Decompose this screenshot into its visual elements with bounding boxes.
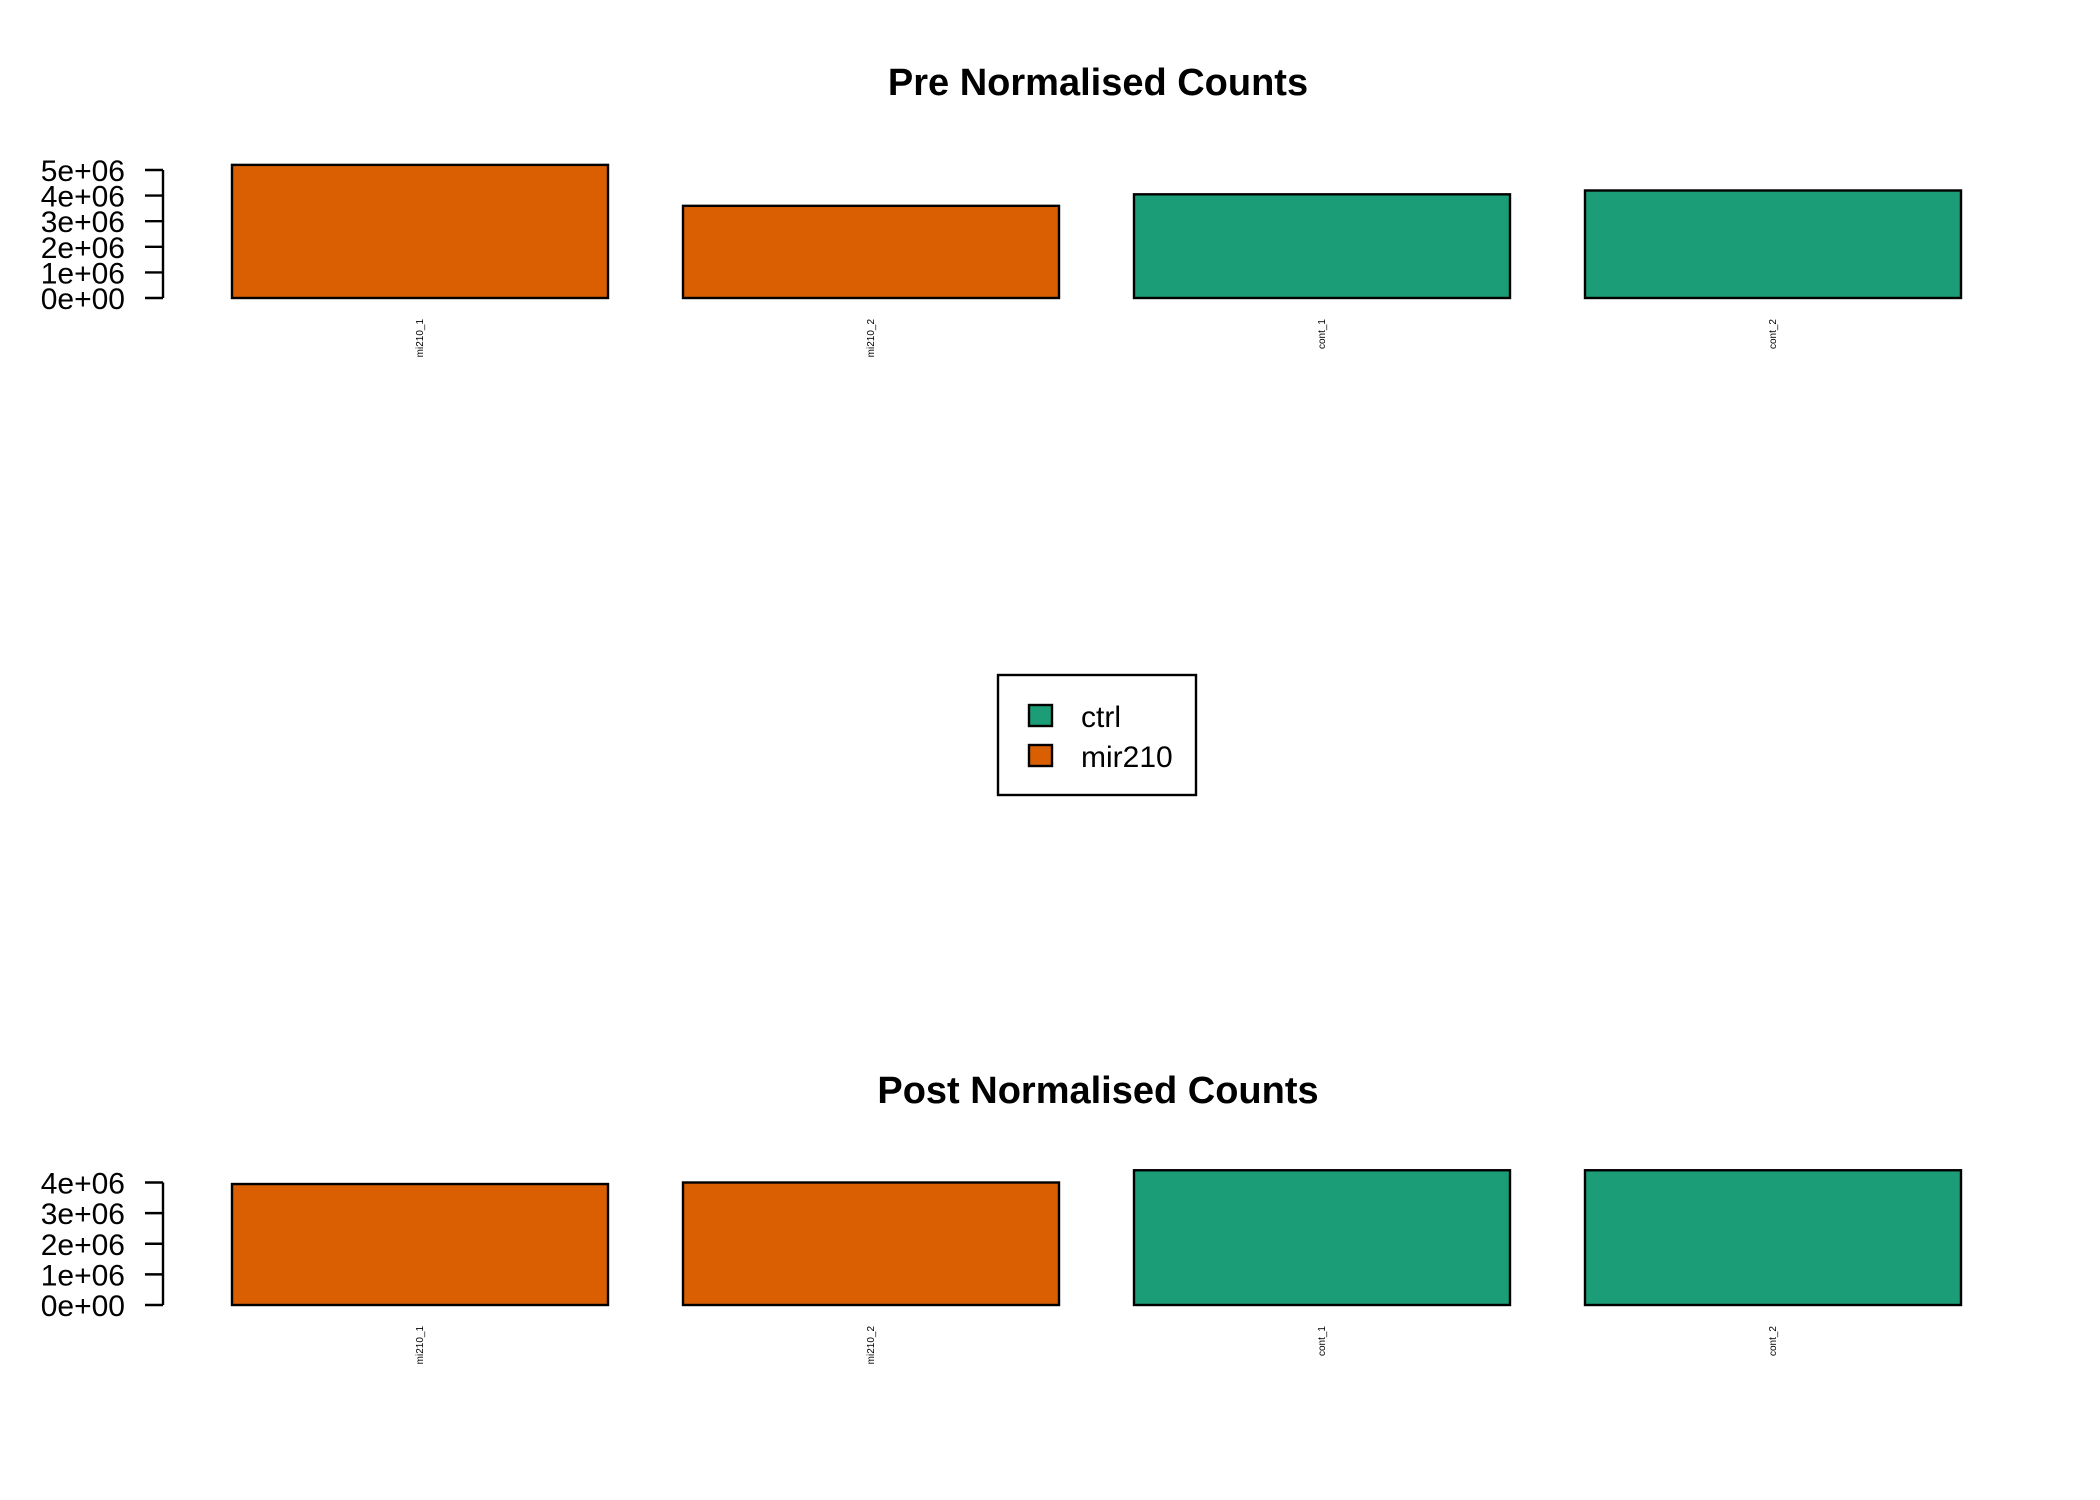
y-tick-label: 3e+06 bbox=[41, 1198, 125, 1231]
bar-cont_2 bbox=[1583, 189, 1963, 300]
y-tick-label: 0e+00 bbox=[41, 283, 125, 316]
x-tick-label: mi210_1 bbox=[415, 319, 426, 358]
y-tick-label: 3e+06 bbox=[41, 206, 125, 239]
bar-cont_1 bbox=[1132, 193, 1512, 300]
y-tick-label: 2e+06 bbox=[41, 232, 125, 265]
y-tick-label: 2e+06 bbox=[41, 1229, 125, 1262]
legend-label-ctrl: ctrl bbox=[1081, 701, 1121, 734]
bar-mi210_1 bbox=[230, 163, 610, 300]
pre-normalised-chart: Pre Normalised Counts 0e+001e+062e+063e+… bbox=[41, 62, 1963, 358]
bar-mi210_1 bbox=[230, 1182, 610, 1307]
x-tick-label: mi210_2 bbox=[866, 319, 877, 358]
y-tick-label: 5e+06 bbox=[41, 155, 125, 188]
legend-swatch-ctrl bbox=[1027, 703, 1054, 728]
y-tick-label: 4e+06 bbox=[41, 181, 125, 214]
bar-cont_1 bbox=[1132, 1169, 1512, 1307]
legend-label-mir210: mir210 bbox=[1081, 741, 1173, 774]
legend-swatch-mir210 bbox=[1027, 743, 1054, 768]
post-normalised-chart: Post Normalised Counts 0e+001e+062e+063e… bbox=[41, 1070, 1963, 1365]
chart-title: Post Normalised Counts bbox=[877, 1070, 1318, 1112]
legend-box bbox=[996, 673, 1198, 797]
x-tick-label: cont_2 bbox=[1768, 319, 1779, 349]
bar-mi210_2 bbox=[681, 1181, 1061, 1307]
x-tick-label: cont_1 bbox=[1317, 319, 1328, 349]
y-tick-label: 0e+00 bbox=[41, 1290, 125, 1323]
y-tick-label: 1e+06 bbox=[41, 257, 125, 290]
legend: ctrl mir210 bbox=[996, 673, 1198, 797]
x-tick-label: mi210_2 bbox=[866, 1326, 877, 1365]
x-tick-label: cont_2 bbox=[1768, 1326, 1779, 1356]
x-tick-label: cont_1 bbox=[1317, 1326, 1328, 1356]
y-tick-label: 1e+06 bbox=[41, 1259, 125, 1292]
x-tick-label: mi210_1 bbox=[415, 1326, 426, 1365]
bar-mi210_2 bbox=[681, 204, 1061, 300]
y-tick-label: 4e+06 bbox=[41, 1168, 125, 1201]
chart-title: Pre Normalised Counts bbox=[888, 62, 1308, 104]
bar-cont_2 bbox=[1583, 1169, 1963, 1307]
